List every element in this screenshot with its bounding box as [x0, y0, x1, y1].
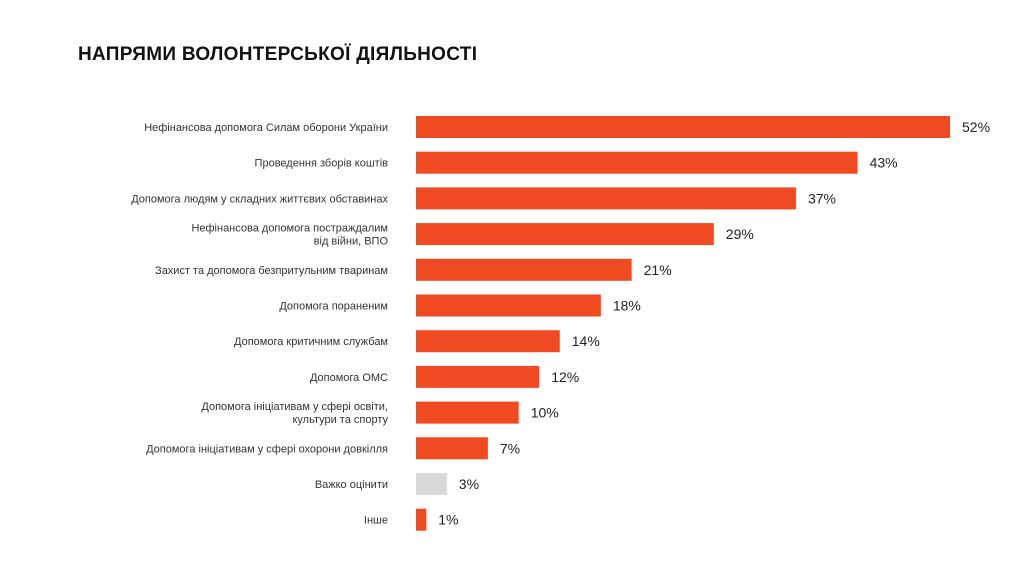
- value-label: 12%: [551, 369, 579, 385]
- category-label: Нефінансова допомога Силам оборони Украї…: [144, 122, 388, 134]
- value-label: 18%: [613, 298, 641, 314]
- category-label: Допомога ініціативам у сфері освіти, куль…: [201, 401, 388, 426]
- category-label: Допомога ініціативам у сфері охорони дов…: [146, 443, 388, 455]
- value-label: 43%: [870, 155, 898, 171]
- category-label: Проведення зборів коштів: [255, 158, 389, 170]
- bar: [416, 365, 540, 388]
- bar: [416, 437, 488, 460]
- value-label: 7%: [500, 440, 520, 456]
- bar: [416, 151, 858, 174]
- value-label: 37%: [808, 190, 836, 206]
- category-label: Нефінансова допомога постраждалим від вій…: [191, 223, 388, 248]
- chart-title: НАПРЯМИ ВОЛОНТЕРСЬКОЇ ДІЯЛЬНОСТІ: [78, 44, 478, 65]
- value-label: 10%: [531, 405, 559, 421]
- value-label: 1%: [438, 512, 458, 528]
- category-label: Захист та допомога безпритульним тварина…: [155, 265, 388, 277]
- bar: [416, 330, 560, 353]
- value-label: 21%: [644, 262, 672, 278]
- category-label: Інше: [364, 515, 388, 527]
- value-label: 14%: [572, 333, 600, 349]
- bar: [416, 294, 601, 317]
- category-label: Допомога людям у складних життєвих обста…: [131, 193, 388, 205]
- value-label: 52%: [962, 119, 990, 135]
- bar: [416, 116, 950, 138]
- bar: [416, 258, 632, 281]
- category-label: Допомога ОМС: [310, 372, 388, 384]
- category-label: Допомога критичним службам: [234, 336, 388, 348]
- bar: [416, 508, 427, 531]
- value-label: 3%: [459, 476, 479, 492]
- bar: [416, 473, 447, 495]
- bar: [416, 401, 519, 424]
- value-label: 29%: [726, 226, 754, 242]
- bar: [416, 223, 714, 246]
- category-label: Допомога пораненим: [279, 301, 388, 313]
- category-label: Важко оцінити: [315, 479, 388, 491]
- bar: [416, 187, 796, 210]
